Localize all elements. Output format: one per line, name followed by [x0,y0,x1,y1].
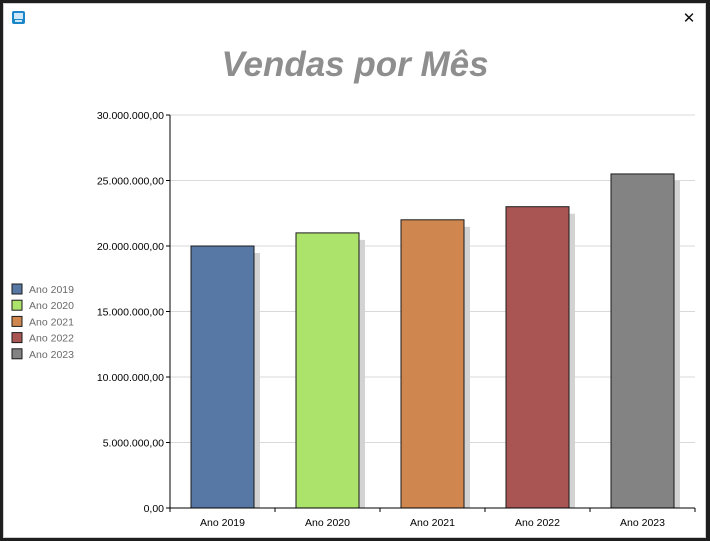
x-tick-label: Ano 2022 [515,517,560,529]
y-tick-label: 0,00 [144,503,165,515]
y-tick-label: 30.000.000,00 [97,110,164,122]
y-tick-label: 20.000.000,00 [97,241,164,253]
bar-ano-2023 [610,173,675,509]
x-tick-label: Ano 2021 [410,517,455,529]
y-axis-ticks: 0,00 5.000.000,00 10.000.000,00 15.000.000,… [97,110,170,515]
close-button[interactable]: ✕ [679,8,699,28]
x-tick-label: Ano 2020 [305,517,350,529]
legend-swatch [11,348,23,360]
bar-ano-2021 [400,219,465,509]
y-tick-label: 15.000.000,00 [97,307,164,319]
legend-entry: Ano 2022 [29,333,74,345]
bar-ano-2022 [505,206,570,509]
legend-swatch [11,332,23,344]
chart-title: Vendas por Mês [221,45,488,84]
legend-entry: Ano 2021 [29,316,74,328]
bar-ano-2019 [190,245,255,509]
bar-ano-2020 [295,232,360,509]
y-tick-label: 10.000.000,00 [97,372,164,384]
x-tick-label: Ano 2019 [200,517,245,529]
legend-entry: Ano 2020 [29,300,74,312]
legend-swatch [11,315,23,327]
legend: Ano 2019 Ano 2020 Ano 2021 Ano 2022 Ano 2023 [11,283,74,361]
app-window-icon [12,11,25,24]
bars [190,173,675,509]
legend-entry: Ano 2019 [29,284,74,296]
legend-entry: Ano 2023 [29,349,74,361]
x-axis-ticks: Ano 2019 Ano 2020 Ano 2021 Ano 2022 Ano 2023 [169,508,696,529]
x-tick-label: Ano 2023 [620,517,665,529]
y-tick-label: 5.000.000,00 [103,438,164,450]
legend-swatch [11,299,23,311]
y-tick-label: 25.000.000,00 [97,176,164,188]
legend-swatch [11,283,23,295]
